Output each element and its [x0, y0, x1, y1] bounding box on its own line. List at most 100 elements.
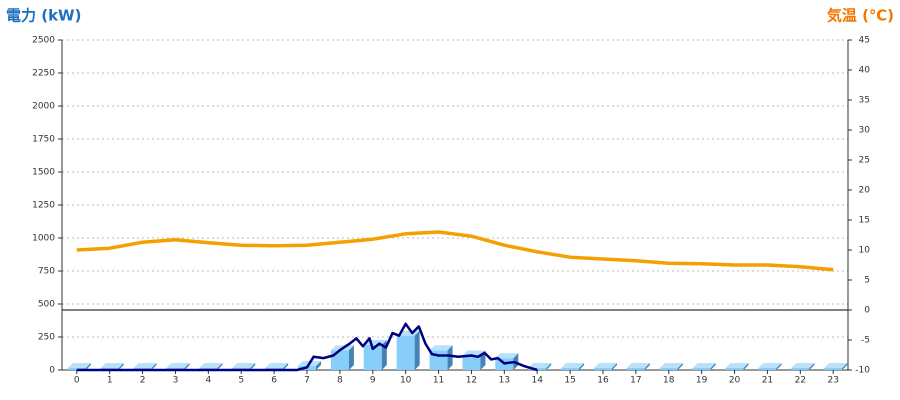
x-tick-label: 20	[729, 376, 741, 386]
bar-face	[579, 363, 585, 370]
bar-face	[316, 361, 322, 370]
y-tick-label: 1500	[32, 168, 55, 178]
bar-face	[692, 368, 711, 370]
bar-face	[67, 363, 91, 368]
bar-face	[561, 363, 585, 368]
x-tick-label: 3	[173, 376, 179, 386]
bar	[659, 363, 683, 370]
x-tick-label: 13	[499, 376, 510, 386]
bar-face	[166, 363, 190, 368]
bar	[758, 363, 782, 370]
y2-tick-label: 20	[859, 186, 871, 196]
x-tick-label: 1	[107, 376, 113, 386]
y-tick-label: 500	[38, 300, 55, 310]
x-tick-label: 11	[433, 376, 444, 386]
y-tick-label: 0	[49, 366, 55, 376]
x-tick-label: 19	[696, 376, 708, 386]
bar-face	[842, 363, 848, 370]
y-tick-label: 1750	[32, 135, 55, 145]
line	[76, 230, 834, 272]
y2-tick-label: 0	[864, 306, 870, 316]
y-tick-label: 1000	[32, 234, 55, 244]
bar-face	[447, 345, 453, 370]
y2-tick-label: -10	[855, 366, 870, 376]
bar-face	[184, 363, 190, 370]
bar-face	[743, 363, 749, 370]
line	[76, 322, 538, 372]
bar	[692, 363, 716, 370]
bar-face	[824, 368, 843, 370]
bar-face	[659, 368, 678, 370]
x-tick-label: 6	[271, 376, 277, 386]
y2-tick-label: 10	[859, 246, 871, 256]
bar-face	[348, 345, 354, 370]
bar	[593, 363, 617, 370]
bar-face	[561, 368, 580, 370]
x-tick-label: 7	[304, 376, 310, 386]
y2-tick-label: 30	[859, 126, 871, 136]
bar-face	[725, 368, 744, 370]
bar-face	[199, 363, 223, 368]
y-tick-label: 2500	[32, 36, 55, 46]
x-tick-label: 0	[74, 376, 80, 386]
y-tick-label: 2250	[32, 69, 55, 79]
x-tick-label: 18	[663, 376, 675, 386]
bar-face	[791, 363, 815, 368]
bar-face	[824, 363, 848, 368]
bar-face	[85, 363, 91, 370]
x-tick-label: 16	[597, 376, 609, 386]
x-tick-label: 22	[795, 376, 806, 386]
bar-face	[546, 363, 552, 370]
bar	[561, 363, 585, 370]
bar-face	[100, 363, 124, 368]
x-tick-label: 23	[827, 376, 838, 386]
bar	[725, 363, 749, 370]
x-tick-label: 5	[238, 376, 244, 386]
bar-face	[396, 335, 415, 370]
y-tick-label: 2000	[32, 102, 55, 112]
bar-face	[495, 353, 519, 359]
bar-face	[809, 363, 815, 370]
bar-face	[462, 350, 486, 356]
bar-face	[250, 363, 256, 370]
bar-face	[232, 363, 256, 368]
y2-tick-label: 5	[864, 276, 870, 286]
y-tick-label: 750	[38, 267, 55, 277]
bar-face	[710, 363, 716, 370]
bar-face	[776, 363, 782, 370]
bar-face	[363, 344, 382, 370]
bar-face	[725, 363, 749, 368]
bar-face	[414, 330, 420, 370]
x-tick-label: 21	[762, 376, 773, 386]
y2-axis-title: 気温 (℃)	[827, 7, 894, 25]
bar	[626, 363, 650, 370]
bar-face	[626, 368, 645, 370]
bar-face	[118, 363, 124, 370]
bar-face	[593, 368, 612, 370]
y2-tick-label: 25	[859, 156, 870, 166]
y-tick-label: 250	[38, 333, 55, 343]
y2-tick-label: -5	[861, 336, 870, 346]
bar-face	[758, 368, 777, 370]
bar-face	[528, 363, 552, 368]
x-tick-label: 12	[466, 376, 477, 386]
y2-tick-label: 35	[859, 96, 870, 106]
bar-face	[758, 363, 782, 368]
bar	[791, 363, 815, 370]
bar-face	[644, 363, 650, 370]
bar-face	[611, 363, 617, 370]
bar-face	[659, 363, 683, 368]
x-tick-label: 2	[140, 376, 146, 386]
bar-face	[626, 363, 650, 368]
bar-face	[462, 355, 481, 370]
y2-tick-label: 45	[859, 36, 870, 46]
bar-face	[283, 363, 289, 370]
bar-face	[133, 363, 157, 368]
x-tick-label: 8	[337, 376, 343, 386]
x-tick-label: 17	[630, 376, 641, 386]
x-tick-label: 10	[400, 376, 412, 386]
bar-face	[692, 363, 716, 368]
bar-face	[265, 363, 289, 368]
bar	[824, 363, 848, 370]
